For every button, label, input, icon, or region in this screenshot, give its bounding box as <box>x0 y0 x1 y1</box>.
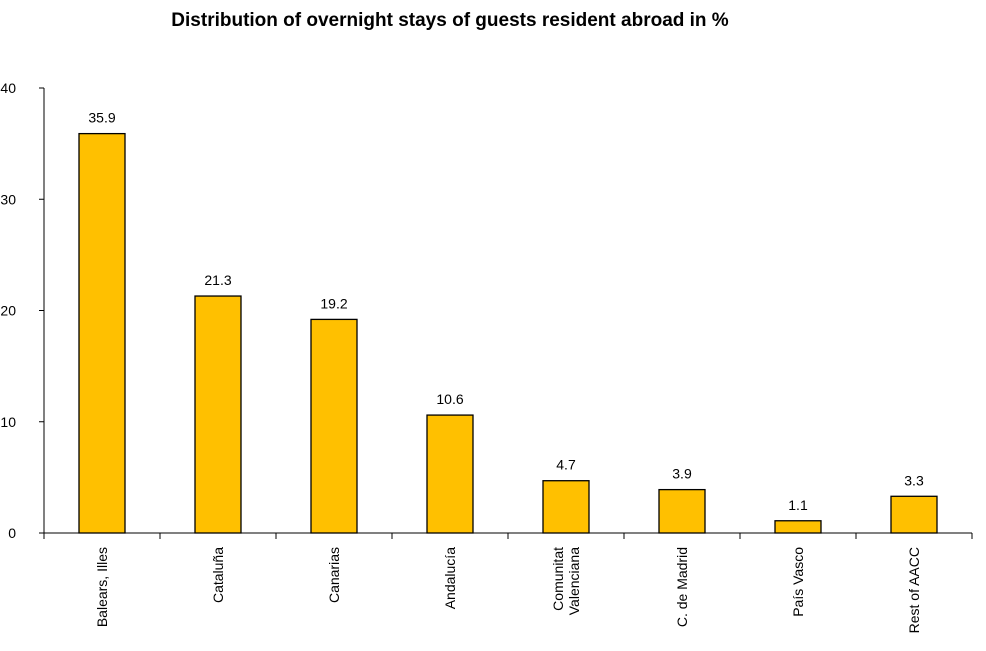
category-label-line: Canarias <box>326 547 342 603</box>
category-label-line: Andalucía <box>442 547 458 609</box>
y-tick-label: 10 <box>0 414 16 430</box>
bar <box>542 480 590 534</box>
category-label: C. de Madrid <box>674 547 690 627</box>
data-label: 19.2 <box>320 295 347 311</box>
data-label: 4.7 <box>556 457 576 473</box>
bar <box>194 295 242 534</box>
category-label: País Vasco <box>790 547 806 617</box>
category-label-line: Valenciana <box>566 547 582 615</box>
data-label: 35.9 <box>88 110 115 126</box>
y-tick-label: 20 <box>0 303 16 319</box>
data-label: 1.1 <box>788 497 808 513</box>
bar <box>78 132 126 534</box>
bar <box>658 488 706 534</box>
x-axis <box>43 532 973 539</box>
data-label: 10.6 <box>436 391 463 407</box>
category-label: Rest of AACC <box>906 547 922 633</box>
category-labels: Balears, Illes Cataluña Canarias Andalucía C… <box>94 547 922 634</box>
bar <box>426 414 474 534</box>
bars <box>78 132 938 534</box>
category-label: Andalucía <box>442 547 458 609</box>
bar <box>890 495 938 534</box>
category-label-line: C. de Madrid <box>674 547 690 627</box>
y-tick-label: 0 <box>8 525 16 541</box>
category-label-line: Balears, Illes <box>94 547 110 627</box>
y-axis: 0 10 20 30 40 <box>0 80 45 541</box>
bar <box>310 318 358 534</box>
category-label: Cataluña <box>210 547 226 603</box>
category-label-line: Rest of AACC <box>906 547 922 633</box>
category-label: Canarias <box>326 547 342 603</box>
y-tick-label: 30 <box>0 191 16 207</box>
category-label: Balears, Illes <box>94 547 110 627</box>
data-label: 21.3 <box>204 272 231 288</box>
data-label: 3.3 <box>904 472 924 488</box>
category-label-line: Comunitat <box>550 547 566 611</box>
bar <box>774 520 822 534</box>
chart-title: Distribution of overnight stays of guest… <box>171 10 729 31</box>
category-label-line: Cataluña <box>210 547 226 603</box>
data-label: 3.9 <box>672 466 692 482</box>
y-tick-label: 40 <box>0 80 16 96</box>
data-labels: 35.9 21.3 19.2 10.6 4.7 3.9 1.1 3.3 <box>88 110 924 513</box>
category-label-line: País Vasco <box>790 547 806 617</box>
category-label: Comunitat Valenciana <box>550 547 582 615</box>
